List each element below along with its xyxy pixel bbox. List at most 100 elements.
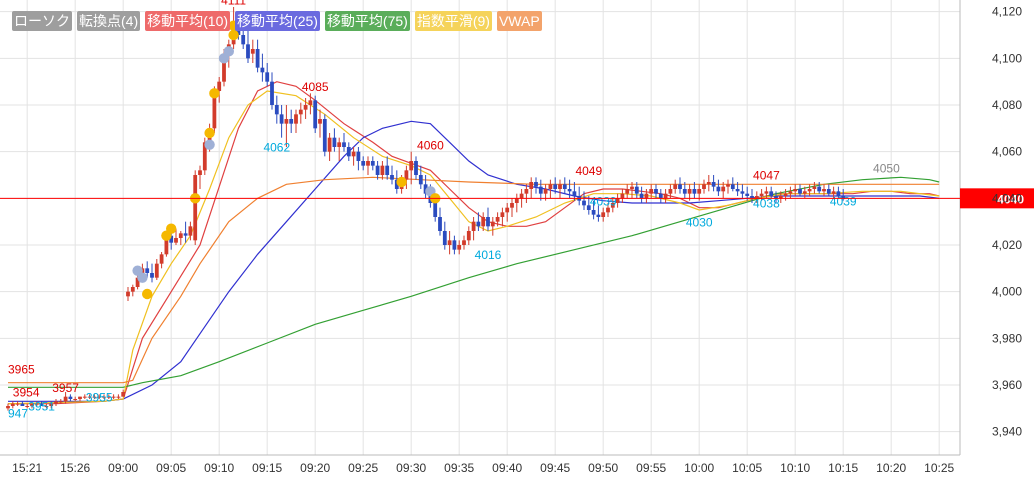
candle-body-62 bbox=[303, 105, 308, 110]
candle-body-158 bbox=[764, 191, 769, 194]
y-tick-label-6: 4,060 bbox=[992, 145, 1022, 159]
annotation-8: 4062 bbox=[263, 141, 290, 155]
y-axis: 3,940 3,960 3,980 4,000 4,020 4,040 4,060 4,080… bbox=[992, 5, 1022, 439]
candle-body-50 bbox=[246, 44, 250, 59]
candle-body-125 bbox=[606, 207, 610, 213]
candle-body-32 bbox=[159, 254, 164, 264]
candle-body-95 bbox=[462, 240, 466, 245]
legend-ma25[interactable]: 移動平均(25) bbox=[235, 11, 320, 31]
candle-body-161 bbox=[778, 196, 783, 199]
candle-body-38 bbox=[188, 226, 193, 236]
turning-points bbox=[132, 20, 441, 300]
candle-body-112 bbox=[543, 189, 548, 194]
candle-body-1 bbox=[10, 403, 15, 406]
legend-ma10[interactable]: 移動平均(10) bbox=[145, 11, 231, 31]
candle-body-37 bbox=[183, 233, 188, 236]
x-tick-label-8: 09:30 bbox=[396, 461, 426, 475]
candle-body-121 bbox=[586, 205, 591, 210]
candle-body-8 bbox=[44, 406, 49, 407]
annotation-17: 4050 bbox=[873, 162, 900, 176]
candle-body-153 bbox=[740, 191, 745, 194]
candle-body-44 bbox=[217, 81, 222, 91]
candle-body-9 bbox=[49, 403, 54, 406]
candle-body-34 bbox=[169, 235, 174, 243]
legend: ローソク 転換点(4) 移動平均(10) 移動平均(25) 移動平均(75) 指… bbox=[12, 11, 542, 31]
candle-body-165 bbox=[798, 189, 802, 194]
candle-body-13 bbox=[68, 396, 73, 399]
annotation-0: 3965 bbox=[8, 362, 35, 376]
x-tick-label-1: 15:26 bbox=[60, 461, 90, 475]
legend-ema9[interactable]: 指数平滑(9) bbox=[414, 11, 492, 31]
legend-turning-points[interactable]: 転換点(4) bbox=[77, 11, 141, 31]
legend-ma75[interactable]: 移動平均(75) bbox=[324, 11, 410, 31]
candle-body-111 bbox=[538, 186, 543, 194]
candle-body-21 bbox=[106, 396, 111, 398]
legend-vwap[interactable]: VWAP bbox=[496, 11, 542, 31]
candle-body-2 bbox=[15, 403, 20, 405]
candle-body-76 bbox=[370, 161, 375, 166]
candle-body-109 bbox=[529, 182, 534, 189]
annotation-15: 4038 bbox=[753, 197, 780, 211]
candle-body-5 bbox=[30, 403, 34, 406]
candle-body-173 bbox=[836, 191, 841, 196]
candle-body-65 bbox=[318, 119, 322, 124]
legend-candles[interactable]: ローソク bbox=[12, 11, 72, 31]
candle-body-118 bbox=[572, 191, 577, 196]
candle-body-16 bbox=[82, 396, 87, 398]
candle-body-172 bbox=[831, 191, 836, 194]
candle-body-101 bbox=[490, 221, 495, 227]
candle-body-124 bbox=[601, 212, 606, 217]
candle-body-56 bbox=[274, 105, 279, 115]
candle-body-63 bbox=[308, 100, 313, 105]
candle-body-0 bbox=[6, 406, 10, 409]
candle-body-12 bbox=[63, 396, 68, 402]
turning-point-2 bbox=[142, 288, 153, 300]
candle-body-26 bbox=[130, 287, 135, 292]
x-tick-label-14: 10:00 bbox=[684, 461, 714, 475]
candle-body-129 bbox=[625, 189, 630, 194]
candle-body-133 bbox=[644, 193, 649, 199]
candle-body-75 bbox=[366, 161, 370, 166]
annotation-12: 4039 bbox=[590, 194, 617, 208]
candle-body-66 bbox=[322, 119, 327, 152]
candle-body-85 bbox=[414, 161, 418, 175]
x-tick-label-15: 10:05 bbox=[732, 461, 762, 475]
candle-body-117 bbox=[567, 189, 572, 192]
turning-point-11 bbox=[228, 29, 239, 41]
candle-body-97 bbox=[471, 221, 476, 231]
candle-body-22 bbox=[111, 396, 116, 398]
candle-body-86 bbox=[418, 175, 423, 185]
candle-body-6 bbox=[34, 403, 39, 405]
annotation-2: 3957 bbox=[52, 381, 79, 395]
x-tick-label-2: 09:00 bbox=[108, 461, 138, 475]
current-price-label: 4040 bbox=[997, 192, 1024, 206]
candle-body-53 bbox=[260, 67, 265, 73]
candle-body-83 bbox=[404, 170, 409, 180]
x-tick-label-11: 09:45 bbox=[540, 461, 570, 475]
candle-body-51 bbox=[250, 49, 255, 54]
candle-body-52 bbox=[255, 49, 260, 68]
y-tick-label-7: 4,080 bbox=[992, 98, 1022, 112]
candle-body-105 bbox=[510, 203, 514, 208]
candle-body-144 bbox=[697, 189, 702, 194]
series-line-ma25 bbox=[8, 120, 940, 402]
x-tick-label-4: 09:10 bbox=[204, 461, 234, 475]
candle-body-40 bbox=[198, 170, 202, 175]
candle-body-170 bbox=[822, 189, 826, 192]
candle-body-41 bbox=[202, 142, 207, 171]
candle-body-39 bbox=[193, 175, 198, 241]
candle-body-35 bbox=[174, 238, 178, 243]
candle-body-113 bbox=[548, 184, 553, 189]
candle-body-163 bbox=[788, 191, 793, 194]
candle-body-31 bbox=[154, 263, 159, 278]
candle-body-98 bbox=[476, 221, 481, 227]
indicator-lines bbox=[7, 81, 940, 405]
candle-body-157 bbox=[759, 193, 764, 196]
annotation-14: 4047 bbox=[753, 169, 780, 183]
candle-body-43 bbox=[212, 91, 217, 129]
candle-body-72 bbox=[351, 151, 356, 157]
candle-body-140 bbox=[678, 184, 682, 189]
annotation-6: 4111 bbox=[221, 0, 246, 8]
